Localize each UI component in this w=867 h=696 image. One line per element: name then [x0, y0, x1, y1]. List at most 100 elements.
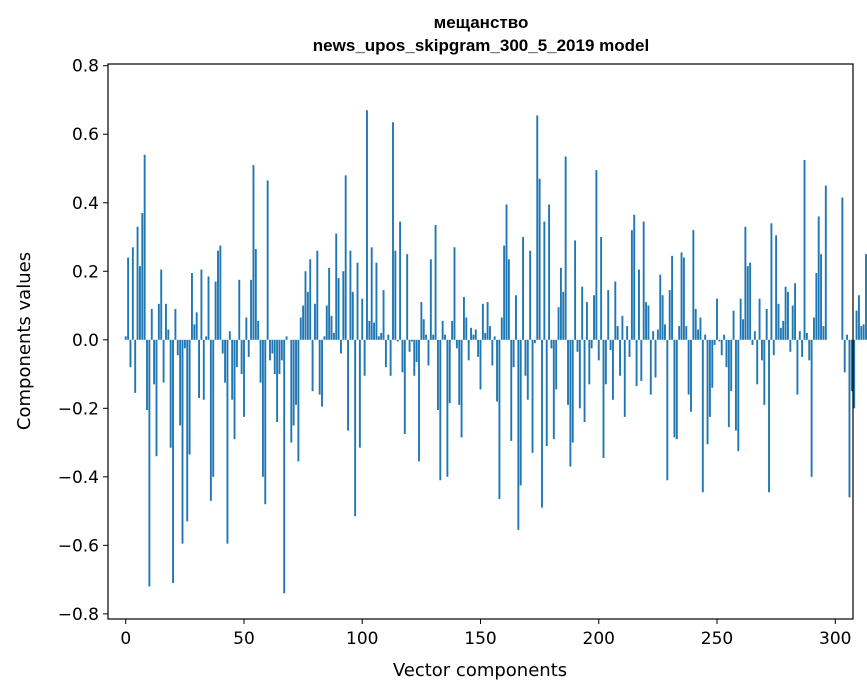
bar — [666, 339, 669, 481]
bar — [647, 305, 650, 340]
bar — [692, 230, 695, 340]
bar — [704, 334, 707, 340]
bar — [176, 339, 179, 356]
bar — [413, 339, 416, 376]
bar — [614, 281, 617, 340]
bar — [283, 339, 286, 594]
bar — [183, 339, 186, 349]
bar — [470, 327, 472, 340]
bar — [247, 339, 250, 357]
bar — [536, 115, 539, 340]
bar — [850, 339, 853, 392]
bar — [212, 339, 215, 477]
bar — [472, 334, 475, 340]
bar — [574, 240, 577, 340]
bar — [484, 332, 487, 340]
bar — [564, 156, 567, 340]
bar — [798, 331, 801, 340]
y-tick-label: 0.6 — [72, 125, 99, 145]
bar — [822, 326, 825, 340]
chart-subtitle: news_upos_skipgram_300_5_2019 model — [313, 36, 649, 55]
bar — [146, 339, 148, 411]
bar — [370, 247, 373, 340]
bar — [619, 339, 621, 376]
bar — [366, 110, 368, 340]
bar — [235, 339, 238, 368]
bar — [656, 329, 659, 340]
bar — [316, 250, 319, 340]
x-tick-label: 300 — [819, 629, 851, 649]
x-tick-label: 0 — [120, 629, 131, 649]
bar — [188, 339, 191, 455]
bar — [214, 281, 217, 340]
bar — [671, 255, 674, 340]
bar — [697, 329, 700, 340]
x-tick-label: 50 — [233, 629, 255, 649]
bar — [332, 332, 335, 340]
bar — [491, 339, 494, 366]
bar — [418, 339, 420, 462]
bars-group — [124, 110, 867, 594]
x-tick-label: 150 — [464, 629, 496, 649]
bar — [427, 339, 430, 366]
bar — [515, 295, 517, 340]
bar — [323, 336, 326, 340]
bar — [652, 331, 655, 340]
bar — [250, 279, 253, 340]
bar — [486, 302, 489, 340]
y-tick-label: −0.6 — [58, 536, 99, 556]
y-tick-label: −0.2 — [58, 399, 99, 419]
bar — [749, 262, 752, 340]
bar — [649, 339, 652, 395]
bar — [257, 320, 260, 340]
bar — [408, 339, 411, 352]
bar — [531, 339, 534, 453]
bar — [479, 339, 482, 390]
bar — [529, 250, 532, 340]
x-axis-label: Vector components — [393, 660, 567, 681]
bar — [202, 339, 205, 400]
bar — [713, 339, 716, 345]
bar — [195, 312, 198, 340]
bar — [415, 339, 418, 363]
bar — [642, 221, 645, 340]
bar — [434, 225, 437, 340]
bar — [302, 305, 305, 340]
bar — [552, 339, 555, 440]
bar — [273, 339, 276, 375]
bar — [746, 266, 749, 340]
bar — [254, 249, 257, 340]
bar — [477, 339, 480, 357]
bar — [245, 317, 248, 340]
bar — [389, 339, 392, 376]
bar — [853, 339, 856, 409]
bar — [453, 247, 456, 340]
bar — [865, 254, 867, 340]
bar — [768, 339, 770, 493]
bar — [765, 308, 768, 340]
bar — [593, 295, 595, 340]
bar — [330, 315, 333, 340]
bar — [708, 339, 711, 417]
bar — [505, 204, 508, 340]
bar — [687, 339, 690, 395]
bar — [399, 221, 402, 340]
bar — [569, 339, 572, 467]
bar — [205, 336, 208, 340]
bar — [538, 178, 541, 340]
bar — [169, 339, 172, 448]
bar — [458, 339, 461, 405]
bar — [533, 339, 536, 344]
bar — [200, 269, 203, 340]
bar — [758, 298, 761, 340]
bar — [555, 339, 558, 390]
bar — [820, 254, 823, 340]
bar — [344, 175, 347, 340]
bar — [604, 339, 607, 385]
bar — [401, 339, 404, 373]
bar — [174, 308, 177, 340]
bar — [153, 339, 156, 385]
bar — [172, 339, 174, 584]
bar — [131, 247, 134, 340]
bar — [314, 303, 316, 340]
